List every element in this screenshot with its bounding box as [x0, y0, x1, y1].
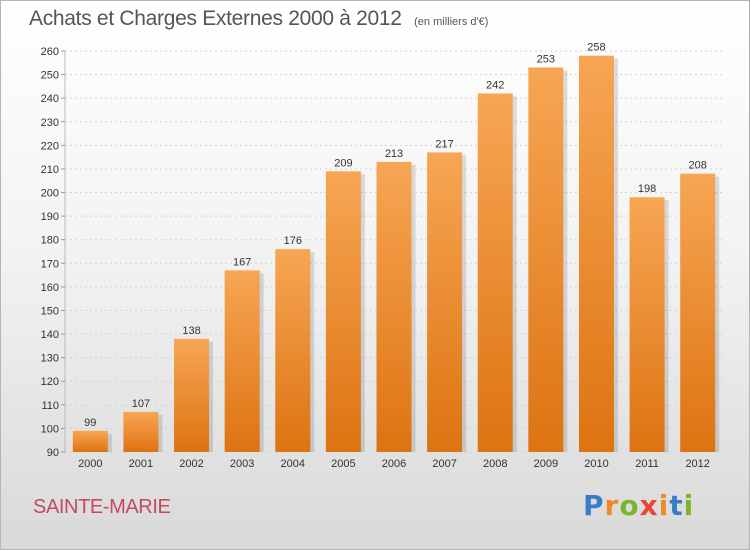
bar-2006 [376, 161, 412, 453]
y-tick-label: 220 [41, 140, 59, 152]
data-label: 258 [587, 42, 605, 54]
bar-2004 [275, 249, 311, 452]
commune-name: SAINTE-MARIE [33, 496, 171, 518]
x-tick-label: 2008 [483, 458, 507, 470]
chart-unit: (en milliers d'€) [414, 16, 489, 28]
y-tick-label: 150 [41, 305, 59, 317]
y-tick-label: 140 [41, 329, 59, 341]
x-tick-label: 2007 [432, 458, 456, 470]
title-row: Achats et Charges Externes 2000 à 2012 (… [29, 7, 488, 31]
data-label: 213 [385, 148, 403, 160]
bar-2001 [123, 411, 159, 452]
data-label: 209 [334, 157, 352, 169]
y-tick-label: 120 [41, 376, 59, 388]
y-tick-label: 110 [41, 400, 59, 412]
x-tick-label: 2011 [635, 458, 659, 470]
y-tick-label: 200 [41, 188, 59, 200]
y-tick-label: 260 [41, 46, 59, 58]
x-tick-label: 2009 [534, 458, 558, 470]
y-tick-label: 190 [41, 211, 59, 223]
y-tick-label: 250 [41, 70, 59, 82]
data-label: 176 [284, 235, 302, 247]
chart-title: Achats et Charges Externes 2000 à 2012 [29, 7, 402, 30]
y-tick-label: 160 [41, 282, 59, 294]
data-label: 217 [435, 138, 453, 150]
bar-2000 [72, 430, 108, 452]
bar-2010 [578, 55, 614, 452]
y-tick-label: 210 [41, 164, 59, 176]
bar-layer [72, 55, 720, 453]
x-tick-label: 2003 [230, 458, 254, 470]
y-tick-label: 90 [47, 447, 59, 459]
x-tick-label: 2005 [331, 458, 355, 470]
bar-2009 [528, 67, 564, 452]
y-tick-label: 240 [41, 93, 59, 105]
data-label: 208 [689, 160, 707, 172]
grid-layer [61, 50, 723, 453]
y-tick-label: 130 [41, 353, 59, 365]
bar-2012 [680, 173, 716, 453]
label-layer: 90 100 110 120 130 140 150 160 170 180 190 200 210 22… [41, 42, 710, 470]
bar-2002 [174, 338, 210, 452]
x-tick-label: 2004 [281, 458, 305, 470]
x-tick-label: 2012 [685, 458, 709, 470]
x-tick-label: 2001 [129, 458, 153, 470]
bar-2008 [477, 93, 513, 452]
bar-2003 [224, 270, 260, 452]
data-label: 107 [132, 398, 150, 410]
bar-2007 [427, 152, 463, 452]
data-label: 138 [182, 325, 200, 337]
x-tick-label: 2006 [382, 458, 406, 470]
data-label: 167 [233, 256, 251, 268]
y-tick-label: 230 [41, 117, 59, 129]
x-tick-label: 2000 [78, 458, 102, 470]
bar-2011 [629, 197, 665, 452]
bar-2005 [325, 171, 361, 453]
x-tick-label: 2002 [179, 458, 203, 470]
x-tick-label: 2010 [584, 458, 608, 470]
data-label: 198 [638, 183, 656, 195]
y-tick-label: 180 [41, 235, 59, 247]
y-tick-label: 100 [41, 423, 59, 435]
data-label: 99 [84, 417, 96, 429]
y-tick-label: 170 [41, 258, 59, 270]
data-label: 253 [537, 54, 555, 66]
proxiti-logo: Proxiti [583, 489, 695, 522]
data-label: 242 [486, 79, 504, 91]
